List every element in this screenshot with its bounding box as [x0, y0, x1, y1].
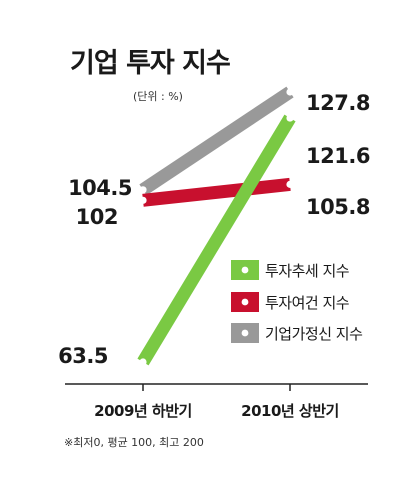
x-tick-label-1: 2010년 상반기 — [241, 402, 339, 420]
series-layer: 63.5 121.6 102 105.8 104.5 127.8 — [58, 86, 370, 368]
series-line-condition-index — [142, 177, 291, 207]
data-label-trend-index-0: 63.5 — [58, 344, 108, 368]
unit-label: (단위 : %) — [133, 90, 183, 103]
legend-swatch-dot-condition-index — [241, 298, 249, 306]
legend-label-trend-index: 투자추세 지수 — [265, 262, 349, 280]
chart-title: 기업 투자 지수 — [70, 48, 230, 79]
data-point-trend-index-0 — [139, 358, 147, 366]
data-label-trend-index-1: 121.6 — [306, 144, 370, 168]
data-label-entrepreneurship-index-1: 127.8 — [306, 91, 370, 115]
series-line-entrepreneurship-index — [139, 86, 294, 196]
footnote: ※최저0, 평균 100, 최고 200 — [64, 436, 204, 449]
legend-label-entrepreneurship-index: 기업가정신 지수 — [265, 325, 362, 343]
data-point-entrepreneurship-index-0 — [139, 186, 147, 194]
data-point-condition-index-0 — [139, 196, 147, 204]
data-point-condition-index-1 — [286, 180, 294, 188]
data-label-condition-index-1: 105.8 — [306, 195, 370, 219]
data-point-entrepreneurship-index-1 — [286, 88, 294, 96]
legend-swatch-dot-trend-index — [241, 266, 249, 274]
data-point-trend-index-1 — [286, 114, 294, 122]
legend-label-condition-index: 투자여건 지수 — [265, 294, 349, 312]
data-label-condition-index-0: 102 — [76, 205, 118, 229]
x-tick-label-0: 2009년 하반기 — [94, 402, 192, 420]
data-label-entrepreneurship-index-0: 104.5 — [68, 176, 132, 200]
legend-swatch-dot-entrepreneurship-index — [241, 329, 249, 337]
series-line-trend-index — [137, 114, 296, 366]
